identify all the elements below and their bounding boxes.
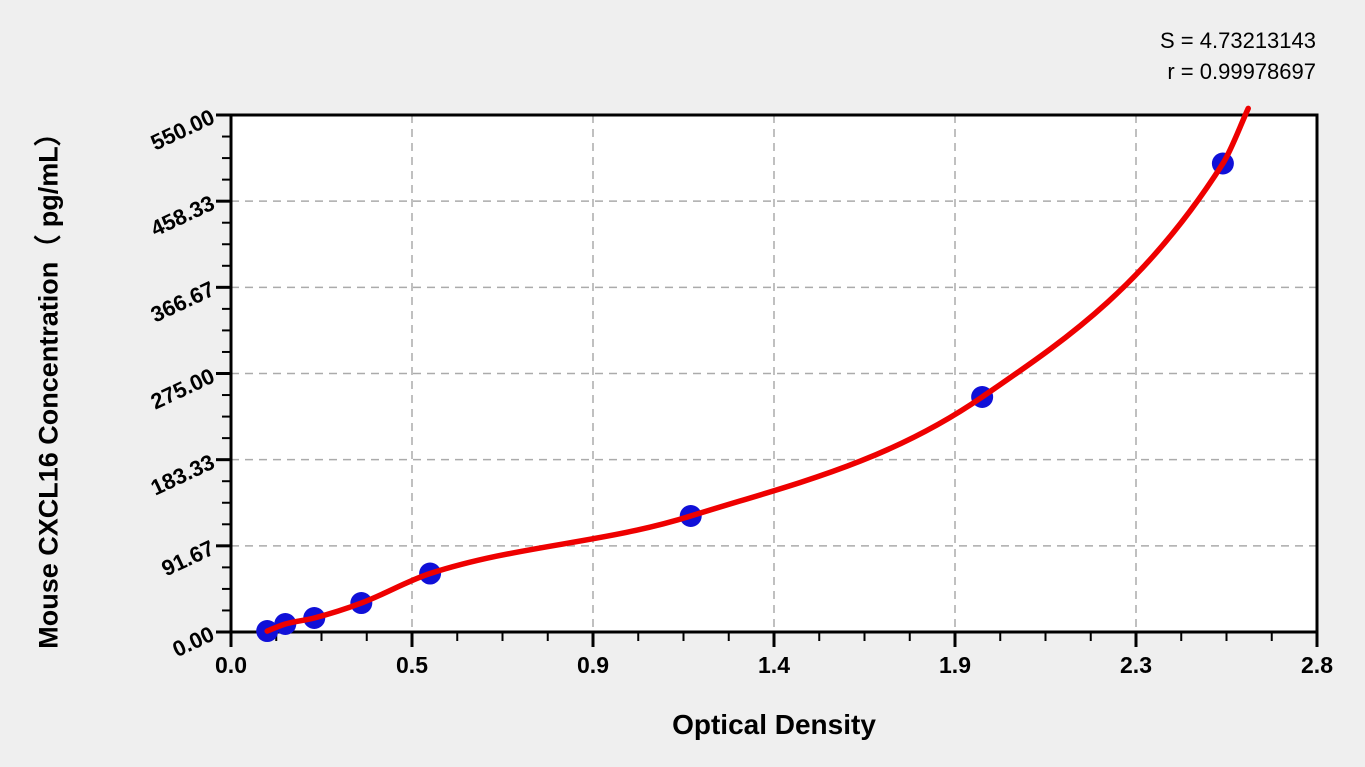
x-tick-label: 0.0 [215, 652, 247, 678]
x-axis-title: Optical Density [672, 709, 876, 740]
x-tick-label: 2.3 [1120, 652, 1152, 678]
stat-s-value: S = 4.73213143 [1160, 28, 1316, 53]
x-tick-label: 2.8 [1301, 652, 1333, 678]
x-tick-label: 1.9 [939, 652, 971, 678]
standard-curve [264, 105, 1251, 634]
y-axis-title: Mouse CXCL16 Concentration（ pg/mL） [33, 119, 64, 649]
x-tick-label: 1.4 [758, 652, 790, 678]
stat-r-value: r = 0.99978697 [1167, 59, 1316, 84]
plot-frame [229, 113, 1319, 634]
x-tick-label: 0.9 [577, 652, 609, 678]
x-tick-label: 0.5 [396, 652, 428, 678]
